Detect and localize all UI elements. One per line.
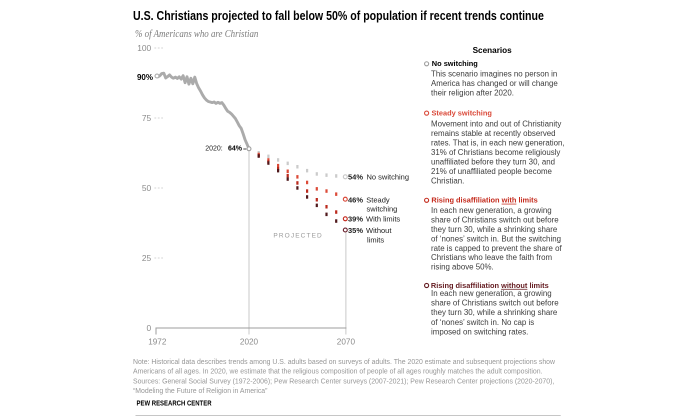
svg-text:of ‘nones’ switch in. No cap i: of ‘nones’ switch in. No cap is	[431, 318, 534, 327]
svg-text:switching: switching	[367, 205, 398, 214]
svg-text:2070: 2070	[337, 338, 356, 347]
svg-text:Steady switching: Steady switching	[432, 109, 493, 118]
svg-text:46%: 46%	[348, 195, 363, 204]
svg-text:No switching: No switching	[432, 59, 478, 68]
svg-text:In each new generation, a grow: In each new generation, a growing	[431, 289, 552, 298]
svg-text:No switching: No switching	[367, 173, 410, 182]
svg-text:Steady: Steady	[366, 195, 390, 204]
svg-text:of ‘nones’ switch in. But the: of ‘nones’ switch in. But the switching	[431, 234, 561, 243]
svg-text:In each new generation, a grow: In each new generation, a growing	[431, 206, 552, 215]
svg-text:90%: 90%	[137, 73, 153, 82]
svg-text:With limits: With limits	[366, 215, 400, 224]
svg-text:limits: limits	[367, 235, 384, 244]
svg-text:PROJECTED: PROJECTED	[273, 232, 322, 239]
svg-text:31% of Christians become relig: 31% of Christians become religiously	[431, 148, 560, 157]
svg-text:imposed on switching rates.: imposed on switching rates.	[431, 328, 528, 337]
svg-text:remains stable at recently obs: remains stable at recently observed	[431, 129, 556, 138]
svg-text:share of Christians switch out: share of Christians switch out before	[431, 299, 559, 308]
svg-text:Scenarios: Scenarios	[473, 46, 513, 55]
svg-text:75: 75	[142, 113, 152, 123]
svg-text:their religion after 2020.: their religion after 2020.	[431, 88, 514, 97]
svg-text:America has changed or will ch: America has changed or will change	[431, 79, 558, 88]
svg-text:they turn 30, while a shrinkin: they turn 30, while a shrinking share	[431, 225, 558, 234]
svg-text:35%: 35%	[348, 226, 363, 235]
svg-text:rates. That is, in each new ge: rates. That is, in each new generation,	[431, 139, 565, 148]
svg-text:25: 25	[142, 253, 152, 263]
svg-text:39%: 39%	[348, 215, 363, 224]
svg-text:100: 100	[137, 43, 151, 53]
svg-text:Sources: General Social Survey: Sources: General Social Survey (1972-200…	[133, 378, 554, 385]
svg-text:2020:: 2020:	[205, 146, 223, 153]
svg-text:rising above 50%.: rising above 50%.	[431, 263, 494, 272]
svg-text:Rising disaffiliation with lim: Rising disaffiliation with limits	[431, 196, 537, 205]
svg-text:Without: Without	[366, 226, 392, 235]
svg-text:PEW RESEARCH CENTER: PEW RESEARCH CENTER	[137, 400, 212, 408]
svg-text:2020: 2020	[240, 338, 259, 347]
svg-text:21% of unaffiliated people bec: 21% of unaffiliated people become	[431, 167, 553, 176]
svg-text:50: 50	[142, 183, 152, 193]
svg-text:64%: 64%	[228, 146, 243, 153]
svg-text:Americans of all ages. In 2020: Americans of all ages. In 2020, we estim…	[133, 369, 543, 376]
svg-text:Christian.: Christian.	[431, 176, 464, 185]
svg-text:54%: 54%	[348, 173, 363, 182]
svg-text:Note: Historical data describe: Note: Historical data describes trends a…	[133, 359, 555, 366]
svg-text:they turn 30, while a shrinkin: they turn 30, while a shrinking share	[431, 308, 558, 317]
svg-text:share of Christians switch out: share of Christians switch out before	[431, 215, 559, 224]
svg-text:“Modeling the Future of Religi: “Modeling the Future of Religion in Amer…	[133, 388, 268, 395]
svg-text:0: 0	[147, 323, 152, 333]
svg-text:rate is capped to prevent the: rate is capped to prevent the share of	[431, 244, 563, 253]
svg-text:Movement into and out of Chris: Movement into and out of Christianity	[431, 120, 561, 129]
svg-text:unaffiliated before they turn: unaffiliated before they turn 30, and	[431, 157, 555, 166]
svg-text:Rising disaffiliation without: Rising disaffiliation without limits	[431, 281, 549, 290]
svg-text:Christians who leave the faith: Christians who leave the faith from	[431, 253, 552, 262]
svg-text:1972: 1972	[148, 338, 167, 347]
svg-text:This scenario imagines no pers: This scenario imagines no person in	[431, 70, 557, 79]
